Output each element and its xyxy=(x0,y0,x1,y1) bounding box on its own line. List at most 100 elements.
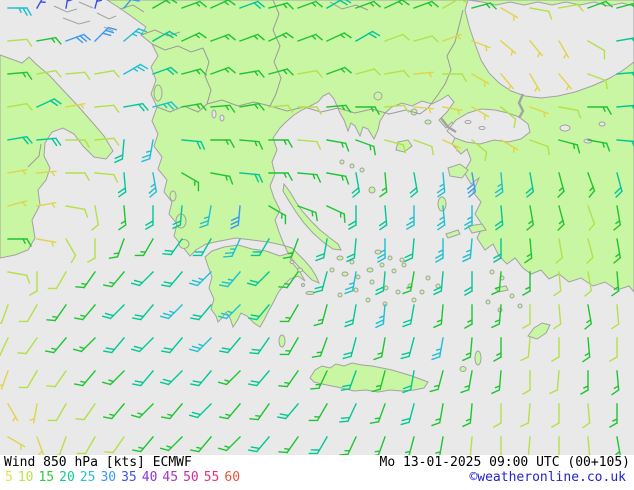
wind-barb xyxy=(248,370,270,387)
sea-of-marmara xyxy=(446,108,531,145)
wind-barb xyxy=(161,271,183,288)
wind-barb xyxy=(584,271,593,297)
wind-barb xyxy=(431,403,444,427)
wind-barb xyxy=(586,238,594,265)
wind-barb xyxy=(0,337,9,357)
island-karpathos xyxy=(474,350,482,366)
wind-barb xyxy=(613,436,622,455)
wind-barb xyxy=(413,71,434,78)
wind-barb xyxy=(313,271,328,294)
wind-barb xyxy=(36,97,62,108)
wind-barb xyxy=(94,26,118,42)
wind-barb xyxy=(123,102,149,112)
wind-barb xyxy=(355,106,380,115)
wind-barb xyxy=(400,436,415,455)
wind-barb xyxy=(525,172,535,198)
wind-barb xyxy=(210,104,236,113)
island-ikaria xyxy=(445,229,461,239)
wind-barb xyxy=(219,271,241,288)
wind-barb xyxy=(587,172,596,198)
wind-barb xyxy=(500,106,517,128)
wind-barb xyxy=(282,238,299,260)
dardanelles-strait xyxy=(440,117,457,134)
wind-barb xyxy=(36,238,57,247)
wind-barb xyxy=(500,139,519,153)
wind-barb xyxy=(65,172,90,181)
wind-barb xyxy=(587,0,613,9)
wind-barb xyxy=(217,436,241,452)
wind-barb xyxy=(123,0,145,9)
wind-barb xyxy=(108,238,125,260)
wind-barb xyxy=(326,104,352,113)
wind-barb xyxy=(65,139,90,148)
wind-barb xyxy=(50,436,67,455)
wind-barb xyxy=(219,337,241,354)
wind-barb xyxy=(342,337,357,360)
bosphorus-strait xyxy=(517,93,525,119)
wind-barb xyxy=(130,271,154,287)
wind-barb xyxy=(94,137,120,146)
wind-barb xyxy=(529,73,541,92)
wind-barb xyxy=(190,436,212,453)
wind-barb xyxy=(7,403,19,422)
island-gokceada xyxy=(424,119,432,125)
wind-barb xyxy=(529,106,549,118)
wind-barb xyxy=(466,172,477,198)
wind-barb xyxy=(29,403,38,424)
wind-barb xyxy=(36,170,57,177)
wind-barb xyxy=(7,7,32,16)
wind-barb xyxy=(36,69,62,78)
wind-barb xyxy=(611,304,620,330)
wind-barb xyxy=(522,271,531,296)
wind-barb xyxy=(248,304,270,321)
wind-barb xyxy=(339,436,357,455)
wind-barb xyxy=(76,436,96,455)
legend-speed-35: 35 xyxy=(121,470,137,485)
wind-barb xyxy=(558,40,570,59)
wind-barb xyxy=(315,238,328,262)
wind-barb xyxy=(0,370,9,390)
legend-speed-50: 50 xyxy=(183,470,199,485)
wind-barb xyxy=(152,30,178,42)
wind-barb xyxy=(7,102,33,111)
wind-barb xyxy=(355,30,381,42)
wind-barb xyxy=(46,370,67,388)
island-samos xyxy=(467,223,487,234)
wind-barb xyxy=(181,31,207,42)
wind-barb xyxy=(524,238,533,264)
wind-barb xyxy=(557,172,565,199)
wind-barb xyxy=(190,370,212,387)
wind-barb xyxy=(181,172,200,192)
wind-barb xyxy=(172,205,183,230)
wind-barb xyxy=(355,0,381,9)
wind-barb xyxy=(239,172,264,183)
island-kythira xyxy=(278,334,286,348)
wind-barb xyxy=(268,139,293,148)
islands-saronic xyxy=(289,260,315,295)
island-thasos xyxy=(373,91,383,101)
wind-barb xyxy=(616,104,634,114)
island-lesbos xyxy=(447,163,469,179)
wind-barb xyxy=(239,69,265,78)
wind-barb xyxy=(313,304,328,327)
wind-barb xyxy=(442,73,467,82)
wind-barb xyxy=(310,370,328,390)
wind-barb xyxy=(134,238,154,257)
wind-barb xyxy=(130,403,154,419)
island-lefkada xyxy=(169,190,177,202)
copyright-label: ©weatheronline.co.uk xyxy=(469,470,626,485)
wind-barb xyxy=(268,31,294,42)
wind-barb xyxy=(114,139,125,164)
wind-barb xyxy=(279,337,299,356)
wind-barb xyxy=(326,66,352,75)
wind-barb xyxy=(413,106,434,114)
legend-speed-15: 15 xyxy=(38,470,55,485)
wind-barb xyxy=(442,106,463,115)
wind-barb xyxy=(384,0,410,9)
wind-barb xyxy=(346,238,357,263)
wind-barb xyxy=(18,304,38,323)
wind-barb xyxy=(297,205,319,222)
wind-barb xyxy=(433,271,444,296)
wind-barb xyxy=(587,205,596,231)
wind-barb xyxy=(268,2,295,10)
